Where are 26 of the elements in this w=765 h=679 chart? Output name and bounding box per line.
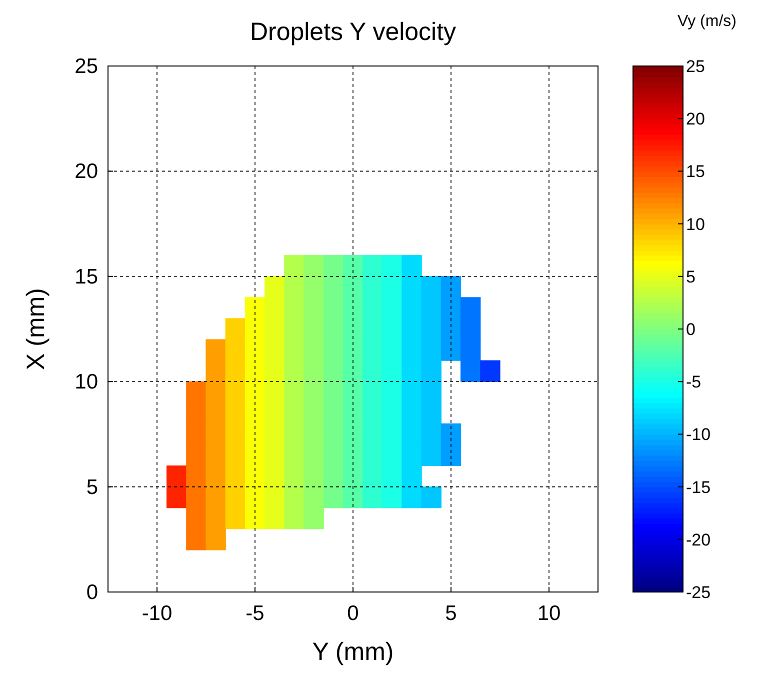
x-tick-label: -10 [142,602,172,625]
color-bar-label: 25 [686,57,705,76]
color-bar-label: 20 [686,110,705,129]
y-tick-label: 5 [86,476,98,499]
x-axis-title: Y (mm) [312,638,394,666]
y-tick-label: 0 [86,581,98,604]
y-tick-label: 20 [74,160,98,184]
color-bar-label: 0 [686,320,696,339]
x-tick-label: 0 [347,602,359,625]
color-bar-label: -10 [686,425,711,444]
chart-title: Droplets Y velocity [250,18,457,46]
color-bar-label: -25 [686,583,711,602]
x-tick-label: -5 [246,602,264,625]
color-bar-label: -5 [686,372,702,392]
color-bar-label: 10 [686,214,705,234]
y-tick-label: 25 [74,55,98,78]
y-tick-label: 10 [74,370,98,394]
y-tick-label: 15 [74,265,98,288]
color-bar-label: 15 [686,162,705,182]
color-bar-label: 5 [686,267,696,286]
color-bar-label: -20 [686,530,711,550]
y-axis-title: X (mm) [22,288,50,370]
x-tick-label: 5 [445,602,457,625]
color-bar-title: Vy (m/s) [678,13,736,30]
color-bar-label: -15 [686,478,711,497]
x-tick-label: 10 [537,602,561,625]
